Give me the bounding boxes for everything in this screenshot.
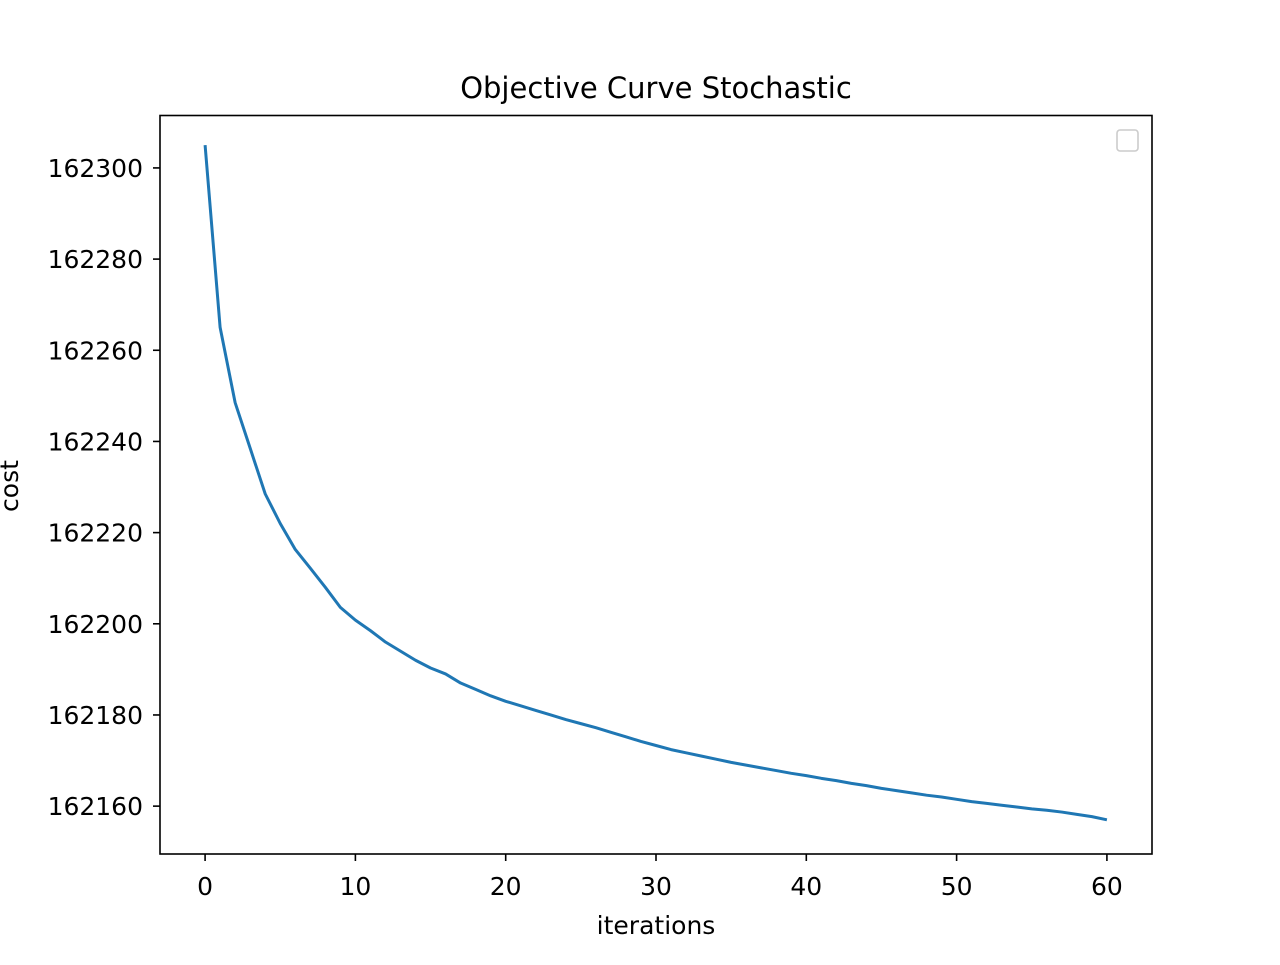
x-tick-label: 20 — [490, 872, 522, 901]
x-tick-label: 60 — [1091, 872, 1123, 901]
x-tick-label: 50 — [941, 872, 973, 901]
plot-layer — [203, 145, 1108, 822]
chart-title: Objective Curve Stochastic — [460, 71, 852, 105]
y-tick-label: 162160 — [48, 792, 143, 821]
y-tick-label: 162220 — [48, 519, 143, 548]
x-axis: 0 10 20 30 40 50 60 — [197, 854, 1123, 901]
y-tick-label: 162180 — [48, 701, 143, 730]
x-tick-label: 30 — [640, 872, 672, 901]
plot-frame — [159, 114, 1153, 855]
x-tick-label: 40 — [790, 872, 822, 901]
x-axis-label: iterations — [597, 911, 716, 940]
y-tick-label: 162240 — [48, 427, 143, 456]
y-tick-label: 162260 — [48, 336, 143, 365]
legend-box — [1116, 129, 1139, 152]
y-axis-label: cost — [0, 460, 24, 512]
y-tick-label: 162280 — [48, 245, 143, 274]
x-tick-label: 0 — [197, 872, 213, 901]
y-tick-label: 162300 — [48, 154, 143, 183]
series-line-0 — [203, 145, 1108, 822]
y-axis: 162160 162180 162200 162220 162240 162260 1622… — [48, 154, 160, 821]
y-tick-label: 162200 — [48, 610, 143, 639]
x-tick-label: 10 — [339, 872, 371, 901]
